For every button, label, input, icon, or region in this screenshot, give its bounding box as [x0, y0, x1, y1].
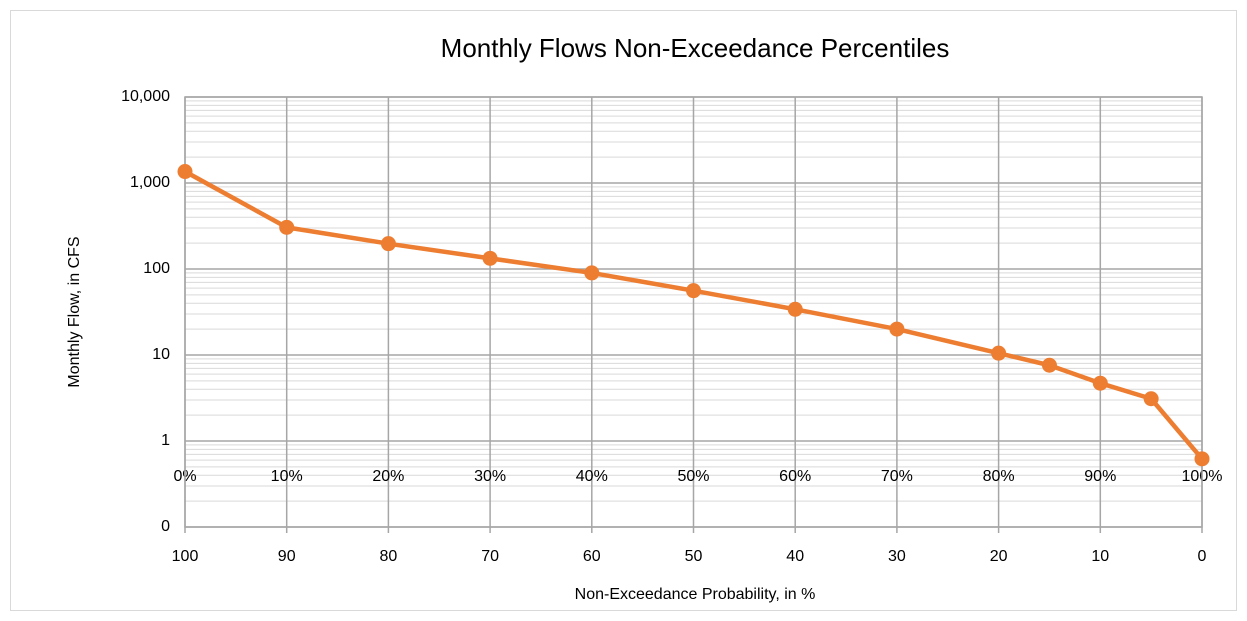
marker [177, 164, 193, 180]
x2-tick-label: 20 [990, 548, 1008, 565]
x2-tick-label: 50 [685, 548, 703, 565]
y-tick-label: 100 [143, 260, 170, 277]
x2-tick-label: 70 [481, 548, 499, 565]
x-tick-label: 30% [474, 468, 506, 485]
y-tick-label: 10 [152, 346, 170, 363]
y-tick-label: 0 [161, 518, 170, 535]
marker [1194, 451, 1210, 467]
x2-tick-label: 100 [172, 548, 199, 565]
marker [1143, 391, 1159, 407]
x-tick-label: 90% [1084, 468, 1116, 485]
x2-tick-label: 30 [888, 548, 906, 565]
x-tick-label: 70% [881, 468, 913, 485]
y-tick-label: 10,000 [121, 88, 170, 105]
marker [991, 345, 1007, 361]
x2-tick-label: 60 [583, 548, 601, 565]
x-tick-label: 80% [983, 468, 1015, 485]
marker [279, 219, 295, 235]
x-tick-label: 10% [271, 468, 303, 485]
y-tick-label: 1 [161, 432, 170, 449]
marker [584, 265, 600, 281]
marker [380, 236, 396, 252]
x2-tick-label: 0 [1198, 548, 1207, 565]
x-tick-label: 40% [576, 468, 608, 485]
chart-title: Monthly Flows Non-Exceedance Percentiles [441, 33, 950, 63]
x-axis-label: Non-Exceedance Probability, in % [575, 586, 816, 603]
x2-tick-label: 10 [1091, 548, 1109, 565]
x2-tick-label: 90 [278, 548, 296, 565]
marker [482, 250, 498, 266]
x-tick-label: 20% [372, 468, 404, 485]
marker [686, 283, 701, 299]
marker [889, 321, 905, 337]
marker [787, 301, 803, 317]
y-tick-label: 1,000 [130, 174, 170, 191]
x2-tick-label: 80 [380, 548, 398, 565]
y-axis-label: Monthly Flow, in CFS [66, 236, 83, 387]
x-tick-label: 50% [677, 468, 709, 485]
plot-border [184, 96, 1203, 528]
marker [1041, 357, 1057, 373]
x2-tick-label: 40 [786, 548, 804, 565]
marker [1092, 375, 1108, 391]
x-tick-label: 60% [779, 468, 811, 485]
